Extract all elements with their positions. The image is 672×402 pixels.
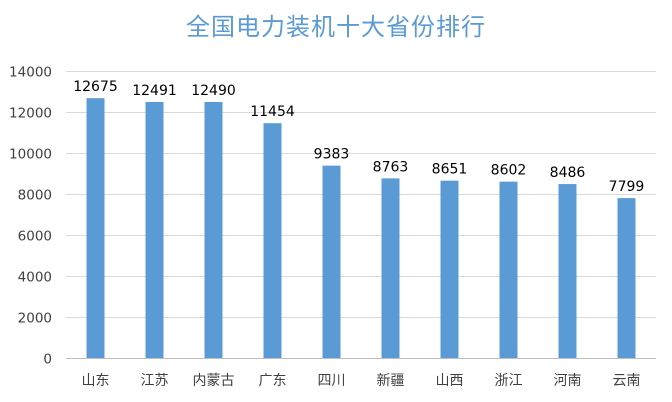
data-label: 11454 — [250, 104, 295, 120]
bar — [558, 184, 577, 358]
bar — [381, 178, 400, 358]
data-label: 8763 — [373, 159, 409, 175]
bar — [263, 123, 282, 359]
data-label: 8486 — [550, 165, 586, 181]
bar — [440, 180, 459, 358]
bar — [322, 165, 341, 358]
x-tick-label: 新疆 — [377, 373, 405, 389]
data-label: 12675 — [73, 79, 118, 95]
data-label: 12491 — [132, 83, 177, 99]
bar — [145, 101, 164, 358]
x-tick-label: 内蒙古 — [193, 373, 235, 389]
data-label: 8602 — [491, 163, 527, 179]
bar — [204, 101, 223, 358]
y-tick-label: 4000 — [18, 270, 52, 286]
x-tick-label: 浙江 — [495, 373, 523, 389]
x-tick-label: 云南 — [613, 373, 641, 389]
y-tick-label: 8000 — [18, 188, 52, 204]
y-tick-label: 10000 — [9, 147, 52, 163]
x-tick-label: 河南 — [554, 373, 582, 389]
bar — [617, 198, 636, 358]
data-label: 12490 — [191, 83, 236, 99]
y-tick-label: 0 — [43, 352, 52, 368]
chart-title: 全国电力装机十大省份排行 — [186, 13, 486, 41]
data-label: 9383 — [314, 147, 350, 163]
bar — [86, 98, 105, 358]
y-tick-label: 14000 — [9, 65, 52, 81]
x-tick-label: 广东 — [259, 373, 287, 389]
y-tick-label: 2000 — [18, 311, 52, 327]
y-tick-label: 6000 — [18, 229, 52, 245]
data-label: 7799 — [609, 179, 645, 195]
y-tick-label: 12000 — [9, 106, 52, 122]
x-tick-label: 江苏 — [141, 373, 169, 389]
bar — [499, 181, 518, 358]
x-tick-label: 山西 — [436, 373, 464, 389]
data-label: 8651 — [432, 162, 468, 178]
x-tick-label: 山东 — [82, 373, 110, 389]
x-tick-label: 四川 — [318, 373, 346, 389]
